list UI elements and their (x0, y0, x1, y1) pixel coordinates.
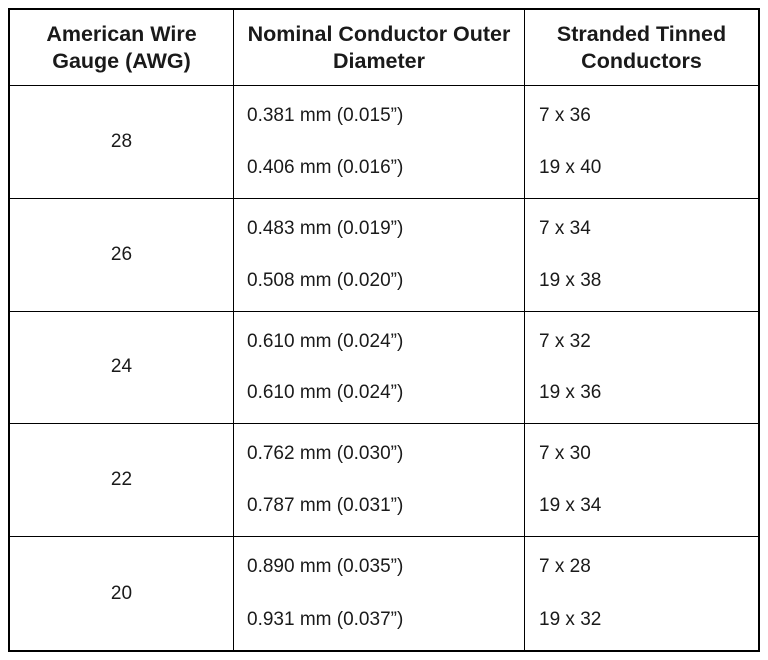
stranded-value: 19 x 40 (539, 156, 602, 178)
diameter-cell: 0.762 mm (0.030”) 0.787 mm (0.031”) (234, 424, 525, 538)
stranded-cell: 7 x 30 19 x 34 (525, 424, 758, 538)
stranded-cell: 7 x 36 19 x 40 (525, 86, 758, 199)
diameter-cell: 0.610 mm (0.024”) 0.610 mm (0.024”) (234, 311, 525, 425)
stranded-value: 19 x 38 (539, 269, 602, 291)
diameter-value: 0.931 mm (0.037”) (247, 608, 404, 630)
stranded-value: 7 x 36 (539, 104, 591, 126)
diameter-cell: 0.381 mm (0.015”) 0.406 mm (0.016”) (234, 86, 525, 199)
stranded-value: 7 x 28 (539, 556, 591, 578)
diameter-cell: 0.483 mm (0.019”) 0.508 mm (0.020”) (234, 198, 525, 312)
diameter-value: 0.483 mm (0.019”) (247, 217, 404, 239)
stranded-value: 19 x 32 (539, 608, 602, 630)
diameter-value: 0.406 mm (0.016”) (247, 156, 404, 178)
diameter-value: 0.381 mm (0.015”) (247, 104, 404, 126)
awg-cell: 24 (10, 311, 234, 425)
stranded-cell: 7 x 28 19 x 32 (525, 537, 758, 650)
awg-cell: 20 (10, 537, 234, 650)
wire-gauge-table: American Wire Gauge (AWG) Nominal Conduc… (8, 8, 760, 652)
header-diameter: Nominal Conductor Outer Diameter (234, 10, 525, 86)
diameter-cell: 0.890 mm (0.035”) 0.931 mm (0.037”) (234, 537, 525, 650)
diameter-value: 0.787 mm (0.031”) (247, 495, 404, 517)
awg-cell: 26 (10, 198, 234, 312)
stranded-value: 19 x 36 (539, 382, 602, 404)
stranded-value: 7 x 30 (539, 443, 591, 465)
awg-cell: 28 (10, 86, 234, 199)
diameter-value: 0.890 mm (0.035”) (247, 556, 404, 578)
awg-cell: 22 (10, 424, 234, 538)
stranded-cell: 7 x 34 19 x 38 (525, 199, 758, 312)
stranded-value: 19 x 34 (539, 495, 602, 517)
stranded-value: 7 x 32 (539, 330, 591, 352)
header-stranded: Stranded Tinned Conductors (525, 10, 758, 86)
header-awg: American Wire Gauge (AWG) (10, 10, 234, 86)
diameter-value: 0.610 mm (0.024”) (247, 382, 404, 404)
diameter-value: 0.508 mm (0.020”) (247, 269, 404, 291)
diameter-value: 0.762 mm (0.030”) (247, 443, 404, 465)
stranded-value: 7 x 34 (539, 217, 591, 239)
stranded-cell: 7 x 32 19 x 36 (525, 312, 758, 425)
diameter-value: 0.610 mm (0.024”) (247, 330, 404, 352)
